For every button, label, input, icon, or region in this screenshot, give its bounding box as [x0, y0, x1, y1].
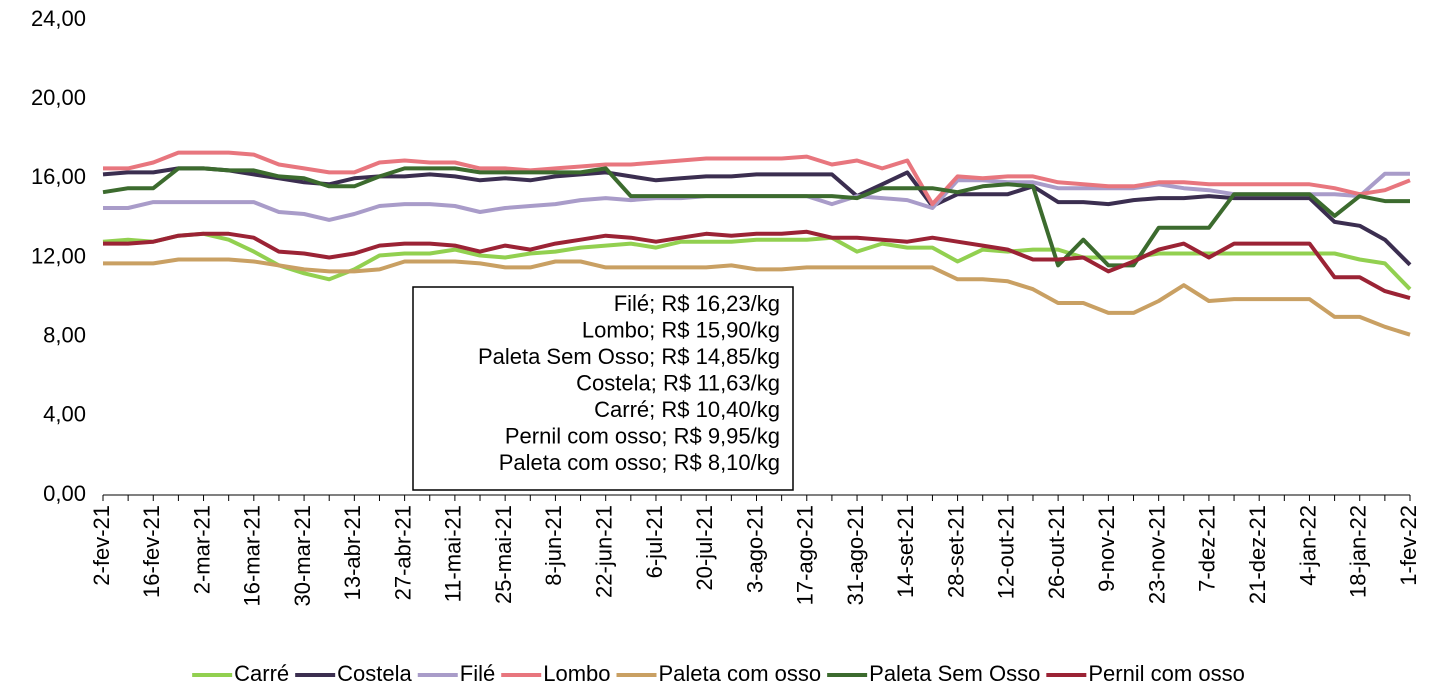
x-tick-label: 18-jan-22 — [1346, 505, 1371, 598]
legend-label: Costela — [337, 661, 412, 686]
x-tick-label: 21-dez-21 — [1245, 505, 1270, 604]
x-tick-label: 7-dez-21 — [1195, 505, 1220, 592]
series-line — [102, 231, 1412, 291]
legend: Carré Costela Filé Lombo Paleta com osso Pale… — [192, 661, 1245, 686]
series-line — [103, 229, 1411, 301]
x-tick-label: 20-jul-21 — [692, 505, 717, 591]
x-tick-label: 26-out-21 — [1044, 505, 1069, 599]
x-tick-label: 11-mai-21 — [441, 505, 466, 602]
legend-label: Paleta Sem Osso — [869, 661, 1040, 686]
x-tick-label: 12-out-21 — [994, 505, 1019, 599]
x-tick-label: 13-abr-21 — [340, 505, 365, 600]
x-tick-label: 16-mar-21 — [240, 505, 265, 606]
series-line — [103, 257, 1411, 337]
annotation-box — [412, 286, 794, 491]
x-tick-label: 17-ago-21 — [793, 505, 818, 605]
x-tick-label: 30-mar-21 — [290, 505, 315, 606]
y-tick-label: 0,00 — [43, 481, 86, 506]
x-tick-label: 28-set-21 — [943, 505, 968, 598]
annotation-text: Paleta Sem Osso; R$ 14,85/kg — [478, 344, 780, 369]
x-tick-label: 1-fev-22 — [1396, 505, 1421, 586]
x-tick-label: 27-abr-21 — [390, 505, 415, 600]
annotation-text: Filé; R$ 16,23/kg — [614, 291, 780, 316]
series-line — [103, 150, 1411, 207]
x-tick-label: 31-ago-21 — [843, 505, 868, 605]
x-tick-label: 9-nov-21 — [1094, 505, 1119, 592]
x-tick-label: 16-fev-21 — [139, 505, 164, 598]
x-tick-label: 14-set-21 — [893, 505, 918, 598]
legend-label: Carré — [234, 661, 289, 686]
x-tick-label: 8-jun-21 — [541, 505, 566, 586]
x-tick-label: 2-fev-21 — [89, 505, 114, 586]
y-tick-label: 20,00 — [31, 85, 86, 110]
x-tick-label: 2-mar-21 — [189, 505, 214, 594]
y-tick-label: 8,00 — [43, 322, 86, 347]
y-tick-label: 4,00 — [43, 402, 86, 427]
legend-label: Lombo — [543, 661, 610, 686]
series-line — [102, 166, 1410, 268]
x-tick-label: 3-ago-21 — [742, 505, 767, 593]
x-tick-label: 6-jul-21 — [642, 505, 667, 578]
annotation-text: Costela; R$ 11,63/kg — [576, 370, 780, 395]
annotation-text: Carré; R$ 10,40/kg — [594, 397, 780, 422]
annotation-text: Paleta com osso; R$ 8,10/kg — [499, 450, 780, 475]
x-tick-label: 4-jan-22 — [1295, 505, 1320, 586]
x-tick-label: 23-nov-21 — [1144, 505, 1169, 604]
y-tick-label: 24,00 — [31, 6, 86, 31]
legend-label: Paleta com osso — [659, 661, 822, 686]
y-tick-label: 16,00 — [31, 164, 86, 189]
x-tick-label: 25-mai-21 — [491, 505, 516, 604]
x-tick-label: 22-jun-21 — [592, 505, 617, 598]
annotation-text: Pernil com osso; R$ 9,95/kg — [505, 423, 780, 448]
legend-label: Filé — [460, 661, 495, 686]
legend-label: Pernil com osso — [1088, 661, 1245, 686]
y-tick-label: 12,00 — [31, 243, 86, 268]
annotation-text: Lombo; R$ 15,90/kg — [582, 317, 780, 342]
